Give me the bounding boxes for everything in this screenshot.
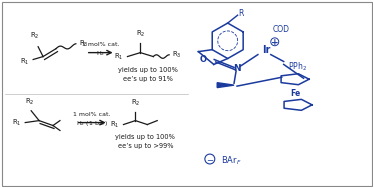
Text: R$_1$: R$_1$ [19, 56, 29, 67]
Text: R$_1$: R$_1$ [12, 118, 21, 128]
Text: yields up to 100%: yields up to 100% [118, 67, 178, 73]
Text: $\mathbf{+}$: $\mathbf{+}$ [270, 37, 279, 47]
Text: R$_2$: R$_2$ [131, 98, 140, 108]
Text: 1 mol% cat.: 1 mol% cat. [73, 112, 110, 117]
Text: Fe: Fe [291, 89, 301, 98]
Text: R: R [238, 9, 243, 18]
Text: 1 mol% cat.: 1 mol% cat. [82, 42, 119, 47]
Text: ee’s up to 91%: ee’s up to 91% [123, 76, 173, 82]
Text: H$_2$: H$_2$ [96, 49, 105, 58]
Text: ee’s up to >99%: ee’s up to >99% [117, 143, 173, 149]
Text: Ir: Ir [262, 45, 270, 55]
Polygon shape [217, 83, 234, 88]
Text: PPh$_2$: PPh$_2$ [288, 60, 307, 73]
Text: R$_2$: R$_2$ [135, 29, 145, 39]
Text: R$_2$: R$_2$ [30, 31, 40, 41]
Text: BAr$_F$: BAr$_F$ [221, 155, 242, 167]
Text: R$_1$: R$_1$ [110, 119, 120, 130]
Text: R$_1$: R$_1$ [114, 52, 123, 62]
Text: O: O [200, 55, 206, 64]
Text: yields up to 100%: yields up to 100% [115, 134, 175, 140]
Text: R$_3$: R$_3$ [172, 50, 182, 60]
Text: H$_2$ (1 bar): H$_2$ (1 bar) [76, 119, 108, 128]
Text: N: N [233, 64, 241, 73]
Text: R$_3$: R$_3$ [79, 39, 89, 49]
Text: R$_2$: R$_2$ [25, 97, 35, 107]
Text: $-$: $-$ [206, 155, 214, 164]
Text: COD: COD [272, 25, 289, 34]
